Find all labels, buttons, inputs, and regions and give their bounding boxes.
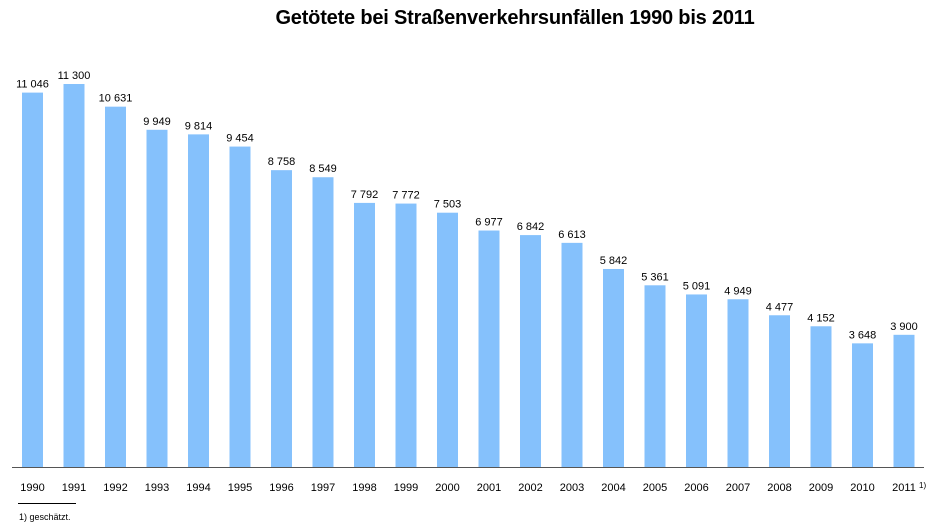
bar-1998: [354, 202, 375, 467]
bar-1992: [105, 106, 126, 467]
bar-2001: [478, 230, 500, 467]
value-label-1990: 11 046: [16, 79, 49, 91]
value-label-1992: 10 631: [99, 93, 133, 105]
bar-2007: [727, 299, 749, 467]
x-tick-label-1993: 1993: [145, 482, 169, 494]
value-label-2003: 6 613: [558, 229, 586, 241]
value-label-2001: 6 977: [475, 217, 503, 229]
bar-2002: [520, 235, 541, 467]
bar-2009: [810, 326, 832, 467]
x-tick-label-2007: 2007: [726, 482, 750, 494]
bar-2010: [852, 343, 873, 467]
value-label-2002: 6 842: [517, 221, 545, 233]
x-tick-label-2009: 2009: [809, 482, 833, 494]
value-label-2009: 4 152: [807, 312, 835, 324]
x-tick-label-1991: 1991: [62, 482, 86, 494]
x-tick-label-2011: 2011: [892, 482, 916, 494]
value-label-2010: 3 648: [849, 329, 877, 341]
chart-title: Getötete bei Straßenverkehrsunfällen 199…: [275, 7, 755, 29]
value-label-2000: 7 503: [434, 199, 462, 211]
bar-2006: [686, 294, 707, 467]
bar-1995: [229, 146, 251, 467]
bar-1993: [146, 129, 168, 467]
x-tick-label-2010: 2010: [850, 482, 874, 494]
x-tick-label-1996: 1996: [269, 482, 293, 494]
x-tick-label-2005: 2005: [643, 482, 667, 494]
x-tick-label-2000: 2000: [435, 482, 459, 494]
bar-1990: [22, 92, 43, 468]
x-tick-label-2006: 2006: [684, 482, 708, 494]
x-tick-label-2002: 2002: [518, 482, 542, 494]
bar-1991: [63, 84, 85, 467]
bar-2003: [561, 242, 583, 467]
value-label-2008: 4 477: [766, 301, 794, 313]
value-label-1991: 11 300: [58, 70, 91, 82]
footnote-divider: [18, 503, 76, 504]
bar-1999: [395, 203, 417, 468]
value-label-2007: 4 949: [724, 285, 752, 297]
x-tick-label-1999: 1999: [394, 482, 418, 494]
bar-2004: [603, 268, 624, 467]
value-label-2005: 5 361: [641, 271, 669, 283]
bar-2011: [893, 334, 915, 467]
value-label-2006: 5 091: [683, 280, 711, 292]
x-tick-label-1994: 1994: [186, 482, 210, 494]
bar-2000: [437, 212, 458, 467]
value-label-1998: 7 792: [351, 189, 379, 201]
value-label-2011: 3 900: [890, 321, 918, 333]
footnote: 1) geschätzt.: [19, 512, 71, 522]
bar-2005: [644, 285, 666, 467]
value-label-1994: 9 814: [185, 120, 213, 132]
footnote-marker: 1): [919, 481, 926, 490]
value-label-1999: 7 772: [392, 190, 420, 202]
bar-1994: [188, 134, 209, 467]
x-tick-label-1995: 1995: [228, 482, 252, 494]
value-label-1996: 8 758: [268, 156, 296, 168]
bar-1997: [312, 177, 334, 467]
value-label-2004: 5 842: [600, 255, 628, 267]
bar-2008: [769, 315, 790, 467]
x-tick-label-2001: 2001: [477, 482, 501, 494]
x-tick-label-1990: 1990: [20, 482, 44, 494]
value-label-1993: 9 949: [143, 116, 171, 128]
bar-1996: [271, 170, 292, 467]
x-tick-label-1992: 1992: [103, 482, 127, 494]
x-tick-label-2004: 2004: [601, 482, 625, 494]
value-label-1995: 9 454: [226, 133, 254, 145]
x-tick-label-2003: 2003: [560, 482, 584, 494]
x-tick-label-1997: 1997: [311, 482, 335, 494]
x-tick-label-2008: 2008: [767, 482, 791, 494]
value-label-1997: 8 549: [309, 163, 337, 175]
x-tick-label-1998: 1998: [352, 482, 376, 494]
